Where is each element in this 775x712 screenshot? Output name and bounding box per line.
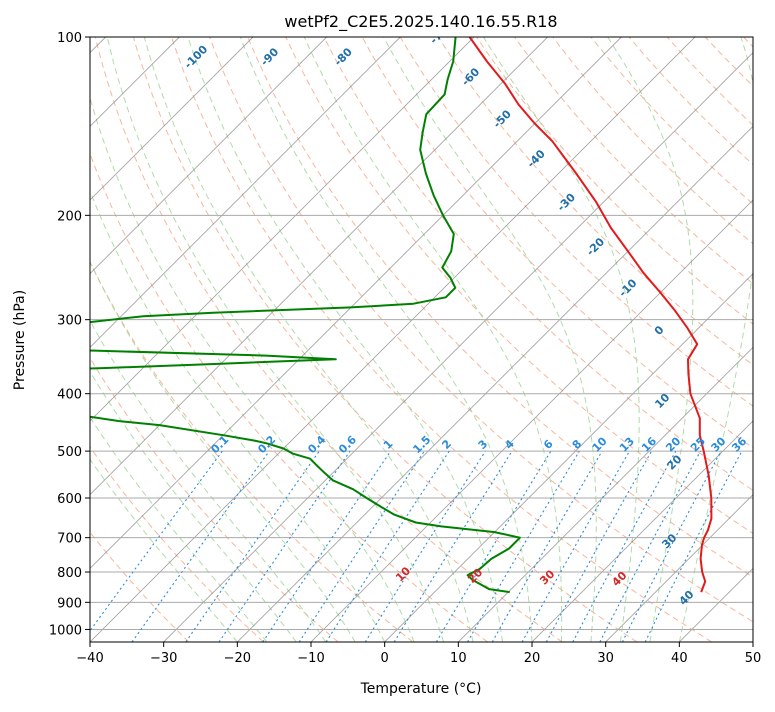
y-tick-label: 400 xyxy=(57,388,82,403)
mixing-ratio-label: 25 xyxy=(688,435,708,455)
isotherm-line xyxy=(385,37,775,642)
moist-adiabat-line xyxy=(608,37,693,642)
dry-adiabat-label: 10 xyxy=(393,564,413,584)
isotherm-label: -50 xyxy=(491,107,514,130)
x-axis-label: Temperature (°C) xyxy=(360,681,482,697)
mixing-ratio-label: 0.4 xyxy=(305,433,328,456)
moist-adiabat-line xyxy=(0,37,296,642)
y-tick-label: 500 xyxy=(57,445,82,460)
mixing-ratio-line xyxy=(600,451,701,642)
isotherm-label: -30 xyxy=(555,190,578,213)
y-tick-label: 900 xyxy=(57,596,82,611)
x-tick-label: 20 xyxy=(524,651,541,666)
isotherm-line xyxy=(0,37,474,642)
dry-adiabat-line xyxy=(0,37,338,642)
dry-adiabat-line xyxy=(553,37,775,642)
x-tick-label: 30 xyxy=(597,651,614,666)
y-tick-label: 200 xyxy=(57,209,82,224)
mixing-ratio-line xyxy=(573,451,676,642)
y-tick-label: 300 xyxy=(57,314,82,329)
x-tick-label: −20 xyxy=(224,651,251,666)
moist-adiabat-line xyxy=(0,37,237,642)
isotherm-line xyxy=(0,37,327,642)
isotherm-line xyxy=(164,37,769,642)
mixing-ratio-label: 0.6 xyxy=(336,433,359,456)
x-tick-label: 40 xyxy=(671,651,688,666)
mixing-ratio-line xyxy=(365,451,485,642)
isotherm-line xyxy=(0,37,253,642)
isotherm-line xyxy=(0,37,548,642)
isotherm-label: -40 xyxy=(525,147,548,170)
x-tick-label: −40 xyxy=(76,651,103,666)
dry-adiabat-line xyxy=(0,37,189,642)
y-axis-label: Pressure (hPa) xyxy=(12,290,28,390)
mixing-ratio-line xyxy=(326,451,449,642)
moist-adiabat-line xyxy=(0,37,267,642)
mixing-ratio-label: 3 xyxy=(476,437,491,452)
moist-adiabat-line xyxy=(240,37,532,642)
mixing-ratio-label: 0.2 xyxy=(255,433,278,456)
dry-adiabat-line xyxy=(744,37,775,642)
y-tick-label: 800 xyxy=(57,566,82,581)
dry-adiabat-line xyxy=(95,37,562,642)
dry-adiabat-line xyxy=(172,37,712,642)
mixing-ratio-line xyxy=(645,451,742,642)
dry-adiabat-line xyxy=(591,37,775,642)
moist-adiabat-line xyxy=(23,37,356,642)
y-tick-label: 700 xyxy=(57,532,82,547)
isotherm-label: -80 xyxy=(332,45,355,68)
dry-adiabat-line xyxy=(19,37,413,642)
isotherm-label: -10 xyxy=(616,276,639,299)
chart-title: wetPf2_C2E5.2025.140.16.55.R18 xyxy=(284,12,557,32)
isotherm-line xyxy=(0,37,400,642)
dry-adiabat-label: 20 xyxy=(465,566,485,586)
moist-adiabat-line xyxy=(304,37,561,642)
isotherm-line xyxy=(90,37,695,642)
x-tick-label: 50 xyxy=(745,651,762,666)
y-tick-label: 600 xyxy=(57,492,82,507)
dry-adiabat-line xyxy=(667,37,775,642)
moist-adiabat-line xyxy=(107,37,443,642)
dry-adiabat-line xyxy=(133,37,637,642)
isotherm-label: 20 xyxy=(664,452,684,472)
x-tick-label: 0 xyxy=(381,651,389,666)
mixing-ratio-line xyxy=(468,451,580,642)
x-tick-label: −30 xyxy=(150,651,177,666)
x-tick-label: 10 xyxy=(450,651,467,666)
isotherm-line xyxy=(16,37,621,642)
isotherm-label: 0 xyxy=(652,323,667,338)
moist-adiabat-line xyxy=(483,37,639,642)
moist-adiabat-line xyxy=(0,37,326,642)
mixing-ratio-line xyxy=(82,451,223,642)
isotherm-label: -100 xyxy=(182,42,211,71)
mixing-ratio-line xyxy=(546,451,651,642)
mixing-ratio-line xyxy=(219,451,350,642)
mixing-ratio-label: 13 xyxy=(617,435,637,455)
isotherm-line xyxy=(311,37,775,642)
mixing-ratio-line xyxy=(299,451,424,642)
dry-adiabat-line xyxy=(515,37,775,642)
y-tick-label: 1000 xyxy=(49,623,82,638)
mixing-ratio-line xyxy=(394,451,512,642)
x-tick-label: −10 xyxy=(297,651,324,666)
dry-adiabat-line xyxy=(705,37,775,642)
isotherm-label: 40 xyxy=(677,588,697,608)
dry-adiabat-line xyxy=(0,37,263,642)
mixing-ratio-label: 2 xyxy=(439,437,454,452)
isotherm-line xyxy=(753,37,775,642)
mixing-ratio-line xyxy=(263,451,391,642)
isotherm-label: -60 xyxy=(459,65,482,88)
mixing-ratio-label: 8 xyxy=(570,437,585,452)
mixing-ratio-label: 1.5 xyxy=(410,433,433,456)
isotherm-label: -90 xyxy=(258,45,281,68)
mixing-ratio-line xyxy=(522,451,629,642)
y-tick-label: 100 xyxy=(57,31,82,46)
moist-adiabat-line xyxy=(188,37,503,642)
dry-adiabat-line xyxy=(438,37,775,642)
